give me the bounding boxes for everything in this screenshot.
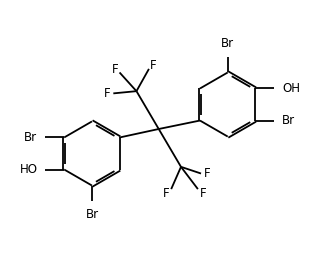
Text: F: F xyxy=(203,167,210,180)
Text: F: F xyxy=(150,59,157,72)
Text: F: F xyxy=(200,187,207,200)
Text: Br: Br xyxy=(85,208,99,221)
Text: OH: OH xyxy=(282,82,300,95)
Text: HO: HO xyxy=(19,163,38,176)
Text: F: F xyxy=(112,63,118,76)
Text: Br: Br xyxy=(282,114,295,127)
Text: Br: Br xyxy=(221,37,234,50)
Text: F: F xyxy=(104,87,111,100)
Text: F: F xyxy=(162,187,169,200)
Text: Br: Br xyxy=(24,131,38,144)
